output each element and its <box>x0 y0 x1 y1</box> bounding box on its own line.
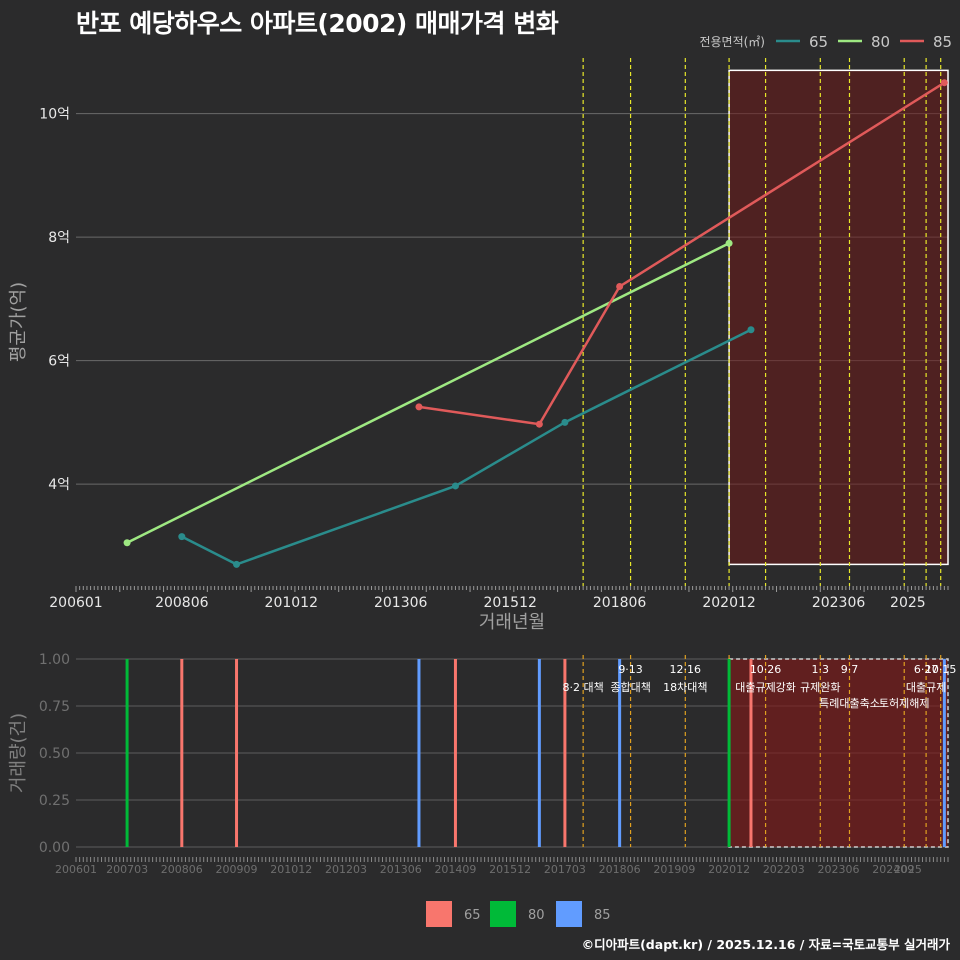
volume-x-tick-label: 202012 <box>708 863 750 876</box>
price-x-tick-label: 202306 <box>812 595 866 611</box>
volume-x-tick-label: 200601 <box>55 863 97 876</box>
volume-legend-swatch-85 <box>556 901 582 927</box>
volume-x-tick-label: 200909 <box>216 863 258 876</box>
volume-bar-65-2014-09 <box>453 659 457 847</box>
point-65-2008-06 <box>178 533 186 541</box>
volume-bar-85-2013-11 <box>417 659 421 847</box>
policy-text-label: 규제완화 <box>800 681 840 694</box>
policy-text-label: 종합대책 <box>610 681 650 694</box>
price-x-tick-label: 201306 <box>374 595 428 611</box>
policy-date-label: 10·26 <box>750 663 782 676</box>
point-80-2007-03 <box>123 539 131 547</box>
volume-x-tick-label: 200703 <box>106 863 148 876</box>
volume-x-tick-label: 201203 <box>325 863 367 876</box>
price-x-tick-label: 201512 <box>483 595 536 611</box>
volume-bar-65-2008-06 <box>180 659 184 847</box>
policy-date-label: 1·3 <box>812 663 830 676</box>
policy-text-label: 특례대출축소 <box>819 697 880 710</box>
price-x-tick-label: 2025 <box>890 595 926 611</box>
point-85-2013-11 <box>415 403 423 411</box>
volume-legend-swatch-80 <box>490 901 516 927</box>
volume-x-tick-label: 201806 <box>599 863 641 876</box>
volume-x-tick-label: 202409 <box>872 863 914 876</box>
legend-label-80: 80 <box>871 33 890 51</box>
price-legend: 전용면적(㎡) 65 80 85 <box>699 33 952 51</box>
volume-x-tick-label: 201909 <box>653 863 695 876</box>
volume-y-tick-label: 0.50 <box>39 746 70 762</box>
policy-text-label: 8·2 대책 <box>563 681 604 694</box>
volume-legend-label-65: 65 <box>464 908 481 923</box>
volume-legend-label-85: 85 <box>594 908 611 923</box>
volume-bar-85-2025-11 <box>942 659 946 847</box>
volume-legend: 65 80 85 <box>426 901 611 927</box>
volume-x-tick-label: 2025 <box>894 863 922 876</box>
volume-bar-85-2016-08 <box>537 659 541 847</box>
point-80-2020-12 <box>725 239 733 247</box>
series-line-80 <box>126 242 730 544</box>
volume-legend-label-80: 80 <box>528 908 545 923</box>
price-y-tick-label: 4억 <box>48 477 70 493</box>
source-caption: ©디아파트(dapt.kr) / 2025.12.16 / 자료=국토교통부 실… <box>581 937 950 952</box>
volume-y-axis-label: 거래량(건) <box>8 713 29 793</box>
volume-bar-80-2020-12 <box>727 659 731 847</box>
legend-label-85: 85 <box>933 33 952 51</box>
price-x-tick-label: 200806 <box>155 595 209 611</box>
volume-bar-65-2021-06 <box>749 659 753 847</box>
policy-date-label: 6·27 <box>914 663 939 676</box>
legend-label-65: 65 <box>809 33 828 51</box>
price-x-tick-label: 201012 <box>265 595 318 611</box>
volume-panel: 0.00 0.25 0.50 0.75 1.00 8·2 대책 9·13 종합대책 12·16 1… <box>8 652 956 927</box>
series-line-65 <box>181 328 752 566</box>
price-x-tick-label: 200601 <box>49 595 102 611</box>
volume-bar-65-2017-03 <box>563 659 567 847</box>
volume-x-tick-label: 202203 <box>763 863 805 876</box>
policy-text-label: 대출규제 <box>906 681 946 694</box>
price-x-tick-label: 201806 <box>593 595 647 611</box>
volume-x-tick-label: 201512 <box>489 863 531 876</box>
volume-bar-85-2018-06 <box>618 659 622 847</box>
volume-y-tick-label: 1.00 <box>39 652 70 668</box>
volume-bar-80-2007-03 <box>125 659 129 847</box>
policy-text-label: 토허제해제 <box>879 696 930 710</box>
price-x-axis-label: 거래년월 <box>479 612 545 633</box>
volume-x-tick-label: 200806 <box>161 863 203 876</box>
point-65-2014-09 <box>451 482 459 490</box>
point-85-2025-11 <box>940 79 948 87</box>
chart-title: 반포 예당하우스 아파트(2002) 매매가격 변화 <box>76 9 559 38</box>
volume-x-tick-label: 202306 <box>818 863 860 876</box>
volume-y-tick-label: 0.00 <box>39 840 70 856</box>
point-65-2017-03 <box>561 418 569 426</box>
point-65-2021-06 <box>747 326 755 334</box>
price-y-tick-label: 8억 <box>48 230 70 246</box>
volume-legend-swatch-65 <box>426 901 452 927</box>
price-x-tick-label: 202012 <box>702 595 755 611</box>
point-85-2016-08 <box>535 420 543 428</box>
policy-text-label: 대출규제강화 <box>735 681 796 694</box>
volume-y-tick-label: 0.25 <box>39 793 70 809</box>
volume-x-tick-label: 201306 <box>380 863 422 876</box>
volume-y-tick-label: 0.75 <box>39 699 70 715</box>
volume-x-tick-label: 201409 <box>434 863 476 876</box>
point-65-2009-09 <box>233 560 241 568</box>
policy-date-label: 12·16 <box>670 663 702 676</box>
price-y-tick-label: 6억 <box>48 354 70 370</box>
volume-x-tick-label: 201703 <box>544 863 586 876</box>
price-y-axis-label: 평균가(억) <box>8 282 29 362</box>
price-panel: 4억 6억 8억 10억 200601 200806 201012 201306 201512 2… <box>8 33 952 633</box>
highlight-box <box>728 69 949 566</box>
price-y-tick-label: 10억 <box>39 107 70 123</box>
volume-x-tick-label: 201012 <box>270 863 312 876</box>
policy-date-label: 10·15 <box>925 663 957 676</box>
series-line-85 <box>418 81 946 426</box>
policy-text-label: 18차대책 <box>663 681 707 694</box>
volume-bar-65-2009-09 <box>235 659 239 847</box>
policy-date-label: 9·13 <box>618 663 643 676</box>
point-85-2018-06 <box>616 282 624 290</box>
legend-title: 전용면적(㎡) <box>699 35 765 49</box>
policy-date-label: 9·7 <box>841 663 859 676</box>
